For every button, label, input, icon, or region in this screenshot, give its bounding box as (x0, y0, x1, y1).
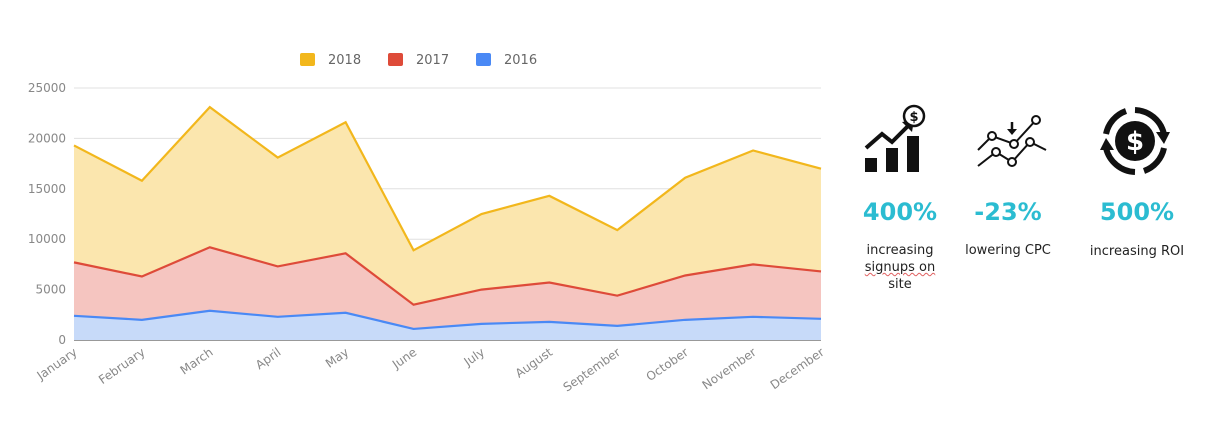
x-tick-label: June (389, 345, 419, 372)
legend-label: 2018 (328, 53, 361, 68)
y-tick-label: 15000 (28, 182, 66, 196)
x-tick-label: April (253, 345, 284, 372)
kpi-label-line: lowering CPC (965, 243, 1051, 258)
kpi-value-signups: 400% (862, 198, 938, 226)
x-tick-label: January (34, 345, 80, 383)
x-tick-label: May (323, 345, 351, 371)
x-tick-label: August (513, 345, 556, 381)
kpi-label-line: signups on (864, 260, 936, 275)
kpi-label-line: increasing (866, 243, 934, 258)
kpi-label-line: increasing ROI (1089, 244, 1185, 259)
area-layers (74, 107, 821, 340)
series-lines (73, 105, 822, 331)
area-2018 (74, 107, 821, 305)
legend-label: 2017 (416, 53, 449, 68)
area-2017 (74, 247, 821, 329)
legend-swatch (388, 53, 403, 66)
y-tick-label: 20000 (28, 131, 66, 145)
roi-cycle-dollar-icon: $ (1098, 104, 1172, 183)
kpi-label-roi: increasing ROI (1082, 243, 1192, 260)
x-tick-label: February (96, 345, 148, 387)
legend: 2018 2017 2016 (300, 53, 537, 68)
growth-chart-dollar-icon: $ (862, 104, 928, 181)
kpi-value-roi: 500% (1099, 198, 1175, 226)
line-2017 (73, 246, 822, 306)
kpi-label-signups: increasing signups on site (845, 242, 955, 293)
legend-swatch (300, 53, 315, 66)
line-2016 (73, 309, 822, 331)
x-tick-label: November (700, 345, 759, 392)
x-tick-label: March (178, 345, 216, 377)
x-tick-label: December (768, 345, 827, 392)
y-tick-label: 25000 (28, 81, 66, 95)
y-tick-label: 10000 (28, 232, 66, 246)
svg-text:$: $ (1126, 127, 1144, 157)
x-tick-label: October (644, 345, 691, 384)
y-axis-ticks: 0 5000 10000 15000 20000 25000 (28, 81, 66, 347)
line-2018 (73, 105, 822, 252)
y-tick-label: 5000 (35, 283, 66, 297)
y-tick-label: 0 (58, 333, 66, 347)
kpi-label-line: site (888, 277, 912, 292)
x-tick-label: July (461, 345, 488, 369)
stacked-area-chart: 0 5000 10000 15000 20000 25000 January Februar… (28, 53, 827, 395)
kpi-value-cpc: -23% (974, 198, 1042, 226)
legend-label: 2016 (504, 53, 537, 68)
svg-text:$: $ (909, 110, 918, 125)
x-axis-ticks: January February March April May June July Augu… (34, 345, 827, 395)
cpc-trend-icon (974, 114, 1050, 175)
legend-swatch (476, 53, 491, 66)
kpi-label-cpc: lowering CPC (953, 242, 1063, 259)
area-2016 (74, 310, 821, 340)
x-tick-label: September (561, 345, 623, 395)
